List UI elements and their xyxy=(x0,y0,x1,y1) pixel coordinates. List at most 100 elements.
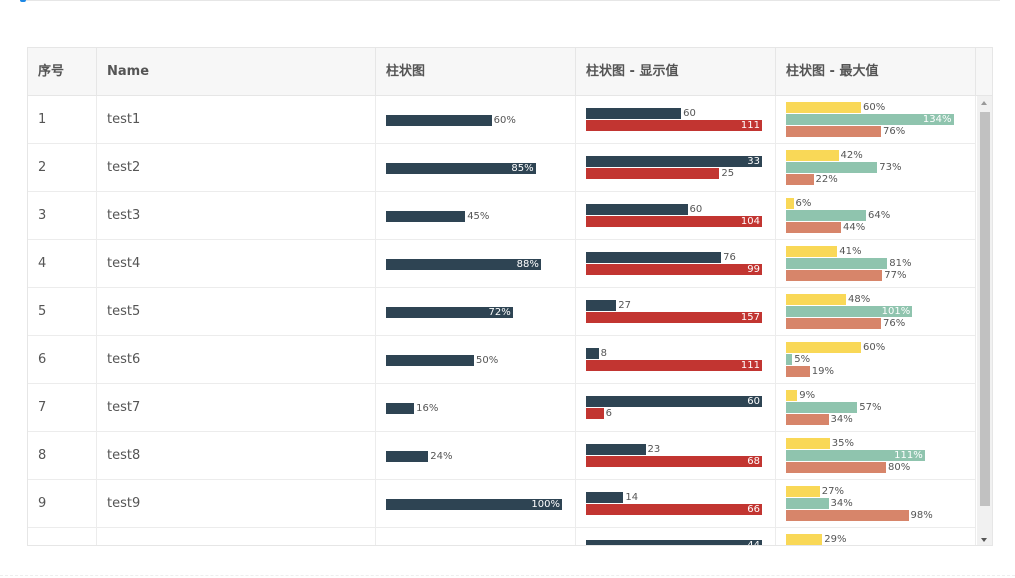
progress-bar-label: 88% xyxy=(516,259,539,270)
cell-index: 2 xyxy=(28,144,97,191)
column-header-bar-value[interactable]: 柱状图 - 显示值 xyxy=(576,48,776,95)
max-bar-green: 64% xyxy=(786,210,890,221)
table-row[interactable]: 6 test6 50% 8 111 60% 5% 19% xyxy=(28,336,976,384)
progress-bar: 50% xyxy=(386,355,498,366)
cell-bar: 60% xyxy=(376,96,576,143)
cell-bar-value: 27 157 xyxy=(576,288,776,335)
table-row[interactable]: 7 test7 16% 60 6 9% 57% 34% xyxy=(28,384,976,432)
cell-bar-value: 76 99 xyxy=(576,240,776,287)
max-bar-orange: 98% xyxy=(786,510,933,521)
progress-bar: 60% xyxy=(386,115,516,126)
max-bar-yellow-label: 42% xyxy=(840,150,863,161)
cell-bar-value: 44 xyxy=(576,528,776,546)
row-index-text: 5 xyxy=(38,304,47,319)
max-bar-green-label: 34% xyxy=(830,498,853,509)
column-header-name[interactable]: Name xyxy=(97,48,376,95)
value-bar-secondary: 104 xyxy=(586,216,762,227)
value-bar-primary-label: 27 xyxy=(618,300,631,311)
cell-bar-max: 9% 57% 34% xyxy=(776,384,976,431)
progress-bar: 24% xyxy=(386,451,452,462)
max-bar-yellow-label: 48% xyxy=(848,294,871,305)
row-index-text: 4 xyxy=(38,256,47,271)
row-name-text: test4 xyxy=(107,256,141,271)
max-bar-orange: 77% xyxy=(786,270,906,281)
header-scroll-gutter xyxy=(976,48,992,95)
max-bar-orange-label: 80% xyxy=(888,462,911,473)
value-bar-primary-label: 44 xyxy=(747,540,760,546)
cell-index: 3 xyxy=(28,192,97,239)
max-bar-yellow-label: 35% xyxy=(831,438,854,449)
column-header-bar-max[interactable]: 柱状图 - 最大值 xyxy=(776,48,976,95)
max-bar-orange-label: 76% xyxy=(883,318,906,329)
progress-bar-label: 85% xyxy=(511,163,534,174)
cell-bar-max: 27% 34% 98% xyxy=(776,480,976,527)
value-bar-primary-label: 60 xyxy=(683,108,696,119)
max-bar-yellow-label: 60% xyxy=(863,342,886,353)
row-name-text: test9 xyxy=(107,496,141,511)
max-bar-yellow-label: 29% xyxy=(824,534,847,545)
value-bar-primary: 76 xyxy=(586,252,736,263)
max-bar-yellow: 41% xyxy=(786,246,861,257)
cell-bar: 85% xyxy=(376,144,576,191)
cell-bar-value: 60 104 xyxy=(576,192,776,239)
value-bar-secondary: 111 xyxy=(586,360,762,371)
max-bar-orange-label: 77% xyxy=(884,270,907,281)
table-row[interactable]: 8 test8 24% 23 68 35% 111% 80% xyxy=(28,432,976,480)
column-header-index[interactable]: 序号 xyxy=(28,48,97,95)
value-bar-secondary: 99 xyxy=(586,264,762,275)
max-bar-yellow: 60% xyxy=(786,342,885,353)
value-bar-secondary: 111 xyxy=(586,120,762,131)
cell-bar-max: 48% 101% 76% xyxy=(776,288,976,335)
value-bar-secondary-label: 99 xyxy=(747,264,760,275)
table-row[interactable]: 9 test9 100% 14 66 27% 34% 98% xyxy=(28,480,976,528)
progress-bar: 100% xyxy=(386,499,562,510)
max-bar-green: 57% xyxy=(786,402,881,413)
progress-bar-label: 24% xyxy=(430,451,453,462)
row-name-text: test5 xyxy=(107,304,141,319)
cell-index: 7 xyxy=(28,384,97,431)
cell-bar-value: 8 111 xyxy=(576,336,776,383)
scrollbar-thumb[interactable] xyxy=(980,112,990,506)
data-table: 序号 Name 柱状图 柱状图 - 显示值 柱状图 - 最大值 1 test1 60… xyxy=(27,47,993,546)
cell-bar-max: 35% 111% 80% xyxy=(776,432,976,479)
max-bar-orange-label: 98% xyxy=(910,510,933,521)
max-bar-yellow-label: 6% xyxy=(795,198,812,209)
scroll-down-arrow-icon[interactable] xyxy=(981,538,987,542)
progress-bar-label: 45% xyxy=(467,211,490,222)
table-row[interactable]: 2 test2 85% 33 25 42% 73% 22% xyxy=(28,144,976,192)
bottom-divider xyxy=(0,575,1015,577)
table-row[interactable]: 44 29% xyxy=(28,528,976,546)
value-bar-primary-label: 8 xyxy=(600,348,608,359)
max-bar-orange: 34% xyxy=(786,414,853,425)
value-bar-primary-label: 33 xyxy=(747,156,760,167)
scroll-up-arrow-icon[interactable] xyxy=(981,101,987,105)
cell-bar-value: 23 68 xyxy=(576,432,776,479)
max-bar-orange-label: 22% xyxy=(815,174,838,185)
column-header-bar[interactable]: 柱状图 xyxy=(376,48,576,95)
progress-bar-label: 50% xyxy=(476,355,499,366)
value-bar-primary: 14 xyxy=(586,492,638,503)
table-row[interactable]: 1 test1 60% 60 111 60% 134% 76% xyxy=(28,96,976,144)
value-bar-secondary: 6 xyxy=(586,408,612,419)
cell-bar: 88% xyxy=(376,240,576,287)
progress-bar: 85% xyxy=(386,163,536,174)
max-bar-yellow-label: 9% xyxy=(799,390,816,401)
table-row[interactable]: 3 test3 45% 60 104 6% 64% 44% xyxy=(28,192,976,240)
progress-bar-label: 60% xyxy=(493,115,516,126)
value-bar-primary: 23 xyxy=(586,444,660,455)
table-row[interactable]: 5 test5 72% 27 157 48% 101% 76% xyxy=(28,288,976,336)
max-bar-green-label: 73% xyxy=(879,162,902,173)
table-row[interactable]: 4 test4 88% 76 99 41% 81% 77% xyxy=(28,240,976,288)
max-bar-green-label: 5% xyxy=(794,354,811,365)
progress-bar-label: 72% xyxy=(488,307,511,318)
cell-name: test1 xyxy=(97,96,376,143)
max-bar-green: 111% xyxy=(786,450,925,461)
max-bar-orange-label: 34% xyxy=(830,414,853,425)
cell-name: test9 xyxy=(97,480,376,527)
max-bar-yellow: 29% xyxy=(786,534,846,545)
top-accent-mark xyxy=(20,0,26,2)
vertical-scrollbar[interactable] xyxy=(977,96,992,545)
cell-index xyxy=(28,528,97,545)
cell-name: test6 xyxy=(97,336,376,383)
value-bar-primary-label: 60 xyxy=(689,204,703,215)
